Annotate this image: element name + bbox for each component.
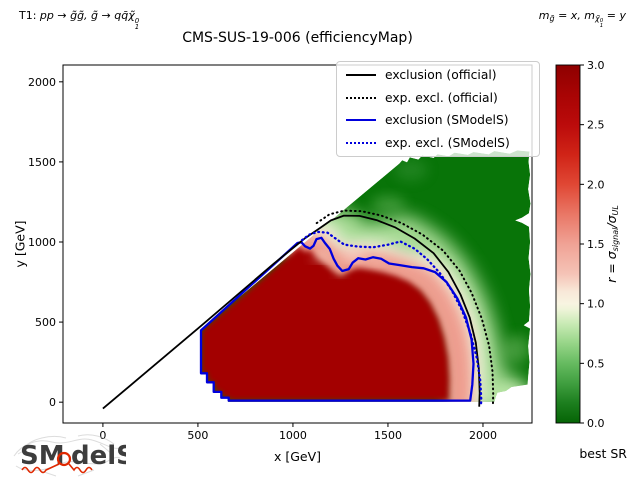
heatmap-patch (370, 196, 406, 211)
logo-circle (56, 451, 72, 467)
excluded-region (201, 246, 450, 401)
legend-line-sample (346, 141, 376, 144)
heatmap-patch (368, 258, 385, 265)
colorbar-tick-label: 0.0 (587, 417, 605, 430)
x-tick-label: 0 (99, 429, 106, 442)
pink-band (289, 234, 473, 402)
mass-axes-annotation: mg̃ = x, mχ̃ 0 1 = y (538, 9, 626, 29)
colorbar-label: r = σsignal/σUL (604, 205, 620, 283)
colorbar-tick-label: 3.0 (587, 59, 605, 72)
best-sr-label: best SR (579, 446, 627, 461)
contour-expected-exclusion-official (315, 209, 495, 408)
colorbar-tick-label: 2.5 (587, 119, 605, 132)
x-axis-label: x [GeV] (273, 449, 322, 464)
legend-item-label: exclusion (official) (385, 68, 497, 82)
legend-line-sample (346, 96, 376, 99)
heatmap-patch (335, 271, 346, 277)
x-tick-label: 2000 (469, 429, 497, 442)
axes-frame (62, 64, 533, 424)
colorbar (556, 65, 580, 423)
logo-text-dels: delS (71, 441, 126, 471)
y-tick-label: 500 (35, 316, 56, 329)
smodels-logo: SM delS (13, 434, 126, 477)
y-tick-label: 2000 (28, 76, 56, 89)
colorbar-tick-label: 2.0 (587, 178, 605, 191)
contour-expected-exclusion-smodels (300, 230, 483, 407)
heatmap (200, 150, 531, 402)
legend-item-label: exp. excl. (SModelS) (385, 135, 510, 150)
legend-item-label: exclusion (SModelS) (385, 113, 509, 128)
y-axis-label: y [GeV] (12, 220, 28, 268)
colorbar-tick-label: 1.5 (587, 238, 605, 251)
annotation-prefix: T1: (19, 9, 40, 22)
legend-line-sample (346, 74, 376, 77)
legend-line-sample (346, 119, 376, 122)
y-tick-label: 1000 (28, 236, 56, 249)
plot-title: CMS-SUS-19-006 (efficiencyMap) (182, 30, 413, 46)
x-tick-label: 1000 (279, 429, 307, 442)
logo-scribble (13, 434, 121, 477)
legend-item: exp. excl. (official) (346, 90, 530, 105)
x-tick-label: 500 (187, 429, 208, 442)
legend-item-label: exp. excl. (official) (385, 90, 498, 105)
contour-exclusion-smodels (199, 236, 475, 402)
process-annotation: T1: pp → g̃g̃, g̃ → qq̄χ̃ 0 1 (19, 9, 140, 31)
y-tick-label: 0 (49, 396, 56, 409)
colorbar-tick-label: 0.5 (587, 357, 605, 370)
legend-item: exp. excl. (SModelS) (346, 135, 530, 150)
y-tick-label: 1500 (28, 156, 56, 169)
contour-exclusion-official (102, 214, 481, 410)
heatmap-patch (393, 158, 428, 182)
logo-red-squiggle (21, 463, 93, 474)
heatmap-patch (312, 253, 331, 261)
legend-item: exclusion (official) (346, 69, 530, 81)
colorbar-tick-label: 1.0 (587, 298, 605, 311)
x-tick-label: 1500 (374, 429, 402, 442)
legend: exclusion (official) exp. excl. (officia… (336, 61, 540, 157)
annotation-math: pp → g̃g̃, g̃ → qq̄χ̃ (39, 9, 135, 22)
legend-item: exclusion (SModelS) (346, 114, 530, 126)
heatmap-patch (503, 334, 531, 364)
logo-text-sm: SM (20, 441, 65, 471)
